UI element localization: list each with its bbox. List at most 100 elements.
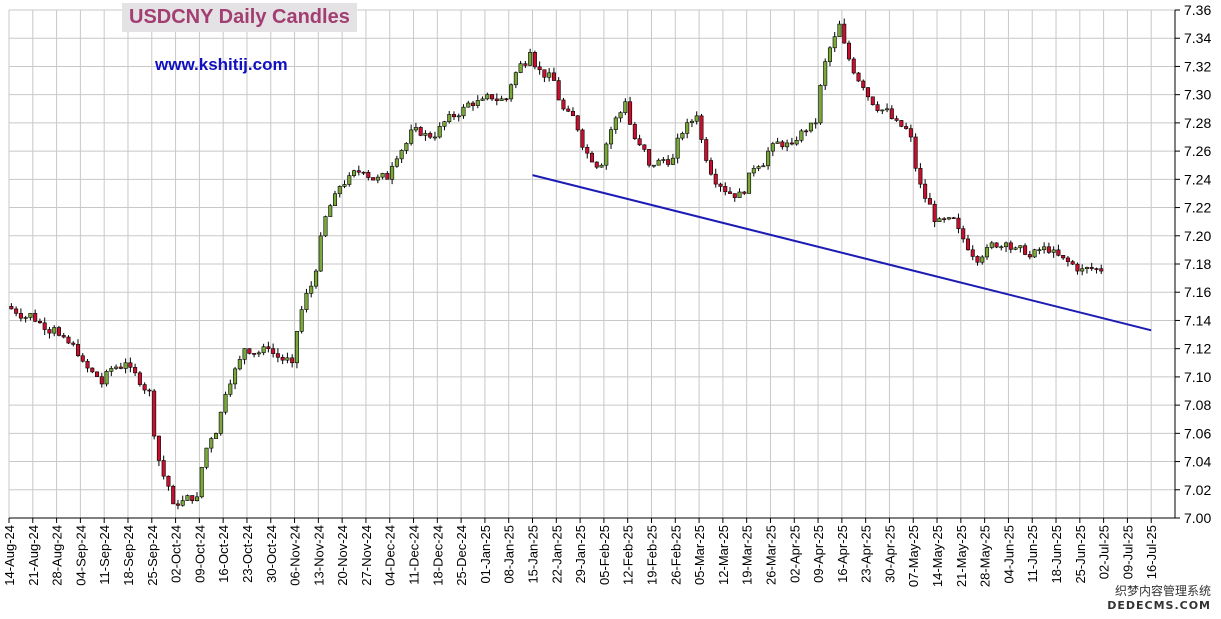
candle-body [118, 366, 123, 369]
candle-body [371, 177, 376, 181]
candle-body [9, 306, 14, 310]
candle-body [618, 112, 623, 119]
candle-body [494, 98, 499, 101]
y-tick-label: 7.34 [1184, 30, 1211, 46]
candle-body [461, 106, 466, 117]
candle-body [380, 173, 385, 178]
candle-body [1070, 261, 1075, 265]
candle-body [128, 362, 133, 368]
candle-body [946, 217, 951, 220]
candle-body [1018, 245, 1023, 249]
y-tick-label: 7.10 [1184, 369, 1211, 385]
candle-body [204, 447, 209, 468]
y-tick-label: 7.32 [1184, 58, 1211, 74]
candle-body [309, 285, 314, 294]
candle-body [642, 144, 647, 150]
candle-body [18, 313, 23, 319]
candle-body [513, 72, 518, 86]
x-tick-label: 26-Feb-25 [668, 525, 683, 585]
y-tick-label: 7.06 [1184, 425, 1211, 441]
candle-body [133, 367, 138, 374]
candle-body [61, 335, 66, 338]
candle-body [456, 115, 461, 118]
candle-body [432, 136, 437, 139]
candle-body [1061, 255, 1066, 259]
candle-body [223, 394, 228, 413]
candle-body [956, 217, 961, 230]
candle-body [523, 63, 528, 66]
candle-body [242, 348, 247, 360]
candle-body [366, 171, 371, 178]
candle-body [280, 356, 285, 361]
candle-body [294, 331, 299, 364]
x-tick-label: 25-Dec-24 [454, 525, 469, 586]
candle-body [699, 115, 704, 140]
x-tick-label: 15-Jan-25 [526, 525, 541, 584]
candle-body [1008, 242, 1013, 250]
candle-body [290, 357, 295, 364]
candle-body [832, 36, 837, 49]
x-tick-label: 08-Jan-25 [502, 525, 517, 584]
axes: 7.00 7.02 7.04 7.06 7.08 7.10 7.12 7.14 7.16 7.18… [2, 2, 1211, 587]
candle-body [14, 308, 19, 314]
y-tick-label: 7.12 [1184, 341, 1211, 357]
candle-body [570, 110, 575, 117]
candle-body [299, 309, 304, 332]
candle-body [599, 164, 604, 168]
x-tick-label: 25-Sep-24 [145, 525, 160, 586]
candle-body [75, 344, 81, 357]
candle-body [580, 129, 585, 148]
candle-body [965, 238, 970, 251]
x-tick-label: 18-Sep-24 [121, 525, 136, 586]
y-tick-label: 7.00 [1184, 510, 1211, 526]
candle-body [532, 52, 537, 68]
candles [9, 18, 1104, 510]
candle-body [114, 366, 119, 369]
candle-body [770, 143, 775, 152]
y-tick-label: 7.04 [1184, 454, 1211, 470]
candle-body [923, 183, 928, 199]
candle-body [861, 80, 866, 88]
x-tick-label: 23-Apr-25 [859, 525, 874, 583]
candle-body [23, 317, 28, 319]
candle-body [428, 133, 433, 138]
candle-body [1099, 268, 1104, 272]
candle-body [475, 100, 480, 106]
candle-body [808, 122, 813, 132]
x-tick-label: 21-Aug-24 [26, 525, 41, 586]
candle-body [1004, 242, 1009, 248]
x-tick-label: 02-Oct-24 [169, 525, 184, 583]
candle-body [537, 66, 542, 71]
x-tick-label: 09-Jul-25 [1120, 525, 1135, 579]
candle-body [846, 42, 852, 60]
candle-body [813, 122, 818, 125]
candle-body [1051, 249, 1056, 253]
candle-body [375, 176, 380, 181]
x-tick-label: 12-Feb-25 [621, 525, 636, 585]
y-tick-label: 7.18 [1184, 256, 1211, 272]
candle-body [585, 146, 590, 154]
candle-body [747, 172, 752, 194]
candle-body [409, 129, 414, 144]
x-tick-label: 28-May-25 [978, 525, 993, 587]
x-tick-label: 05-Feb-25 [597, 525, 612, 585]
candle-body [271, 348, 276, 354]
candle-body [937, 218, 942, 222]
candle-body [656, 159, 661, 166]
candle-body [418, 127, 423, 136]
x-tick-label: 04-Dec-24 [383, 525, 398, 586]
candle-body [185, 495, 190, 501]
candle-body [737, 191, 742, 198]
candle-body [47, 329, 52, 334]
x-tick-label: 11-Sep-24 [97, 525, 112, 585]
candle-body [33, 313, 38, 322]
x-tick-label: 30-Apr-25 [882, 525, 897, 583]
candle-body [980, 256, 985, 263]
x-tick-label: 20-Nov-24 [335, 525, 350, 586]
candle-body [247, 348, 252, 354]
candle-body [328, 205, 333, 217]
candle-body [647, 149, 652, 166]
candle-body [1080, 268, 1085, 272]
candle-body [180, 500, 185, 506]
candle-body [85, 360, 90, 369]
